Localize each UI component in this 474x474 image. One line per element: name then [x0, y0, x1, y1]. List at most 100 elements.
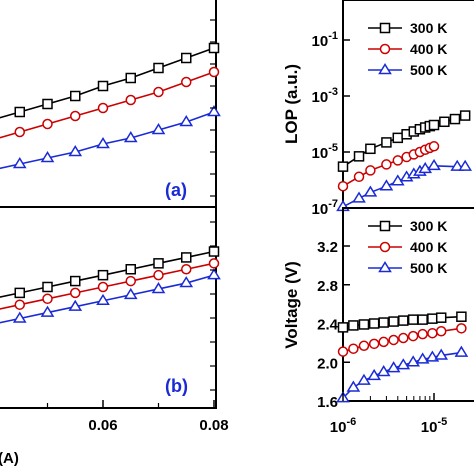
panel-b-series-400k-point — [208, 258, 220, 269]
panel-b-series-400k-point — [153, 269, 164, 281]
panel-a-series-500k-point — [96, 137, 110, 149]
lop-series-400k-point — [365, 165, 376, 176]
panel-b-series-400k-point — [14, 299, 25, 310]
panel-a-series-500k-point — [151, 123, 166, 135]
panel-a: (a) — [0, 0, 221, 208]
lop-legend-label: 500 K — [410, 62, 447, 78]
voltage-series-300k-point — [368, 318, 380, 329]
panel-a-series-500k-point — [68, 145, 83, 157]
voltage-series-400k-point — [368, 338, 380, 350]
left-x-axis-label-fragment: (A) — [0, 450, 19, 467]
panel-a-frame — [0, 0, 217, 208]
panel-b-series-300k-point — [181, 252, 192, 263]
voltage-series-500k-point — [346, 380, 361, 392]
panel-b-series-500k-point — [151, 282, 166, 294]
panel-b-series-500k-point — [68, 299, 83, 311]
panel-a-label: (a) — [165, 180, 187, 200]
panel-b-series-400k-point — [181, 264, 192, 275]
lop-series-300k-point — [381, 137, 392, 148]
lop-series-500k-point — [363, 185, 378, 197]
panel-a-series-400k-point — [42, 118, 53, 130]
voltage-series-400k-point — [378, 336, 389, 348]
panel-b: (b) 0.06 0.08 (A) — [0, 206, 229, 467]
panel-a-series-500k-line — [0, 111, 215, 170]
voltage-series-400k-point — [407, 330, 419, 342]
voltage-series-400k-point — [337, 346, 349, 357]
voltage-series-300k-point — [435, 312, 447, 323]
voltage-legend: 300 K 400 K 500 K — [368, 218, 447, 276]
voltage-series-300k-point — [388, 316, 399, 327]
voltage-y-tick-label: 2.4 — [317, 317, 339, 334]
voltage-x-axis: 10-6 10-5 — [330, 393, 447, 436]
lop-series-500k-point — [427, 158, 441, 171]
lop-legend-marker — [378, 63, 392, 75]
panel-a-series-400k-point — [125, 94, 136, 106]
panel-a-series-400k-point — [97, 102, 109, 114]
lop-series-300k-point — [365, 143, 376, 155]
panel-a-series-400k-point — [208, 66, 220, 78]
panel-a-series-500k-point — [40, 151, 55, 163]
panel-a-series-300k-point — [97, 80, 109, 92]
panel-b-series-500k-line — [0, 274, 215, 324]
lop-y-tick-label: 10-5 — [312, 142, 338, 162]
panel-a-series-500k-point — [207, 105, 221, 117]
panel-b-series-500k-point — [123, 287, 138, 300]
lop-series-500k-point — [352, 191, 366, 203]
lop-series-400k-point — [353, 171, 365, 183]
voltage-series-500k-point — [386, 361, 401, 373]
panel-a-series-400k-point — [153, 86, 164, 98]
voltage-series-300k-point — [358, 319, 370, 330]
lop-series-300k-point — [449, 113, 461, 125]
voltage-series-400k-point — [435, 326, 447, 337]
panel-b-series-400k-point — [97, 281, 109, 293]
voltage-series-500k-point — [434, 348, 449, 360]
lop-series-300k-point — [337, 161, 349, 172]
voltage-legend-marker — [378, 261, 392, 273]
lop-series-500k-point — [450, 159, 465, 171]
voltage-series-400k-point — [427, 327, 438, 339]
voltage-series-300k-point — [427, 313, 438, 324]
lop-series-300k-point — [459, 110, 471, 121]
panel-b-series-300k-point — [125, 264, 136, 275]
panel-a-series-400k-point — [14, 126, 25, 138]
voltage-series-300k-point — [456, 311, 467, 322]
lop-series-300k-point — [392, 132, 404, 144]
voltage-series-400k-point — [417, 328, 428, 340]
voltage-y-axis-label: Voltage (V) — [282, 261, 301, 349]
voltage-series-400k-point — [398, 332, 409, 344]
panel-b-series-500k-point — [179, 276, 194, 288]
voltage-series-300k-point — [417, 314, 428, 325]
panel-b-series-400k-point — [125, 275, 136, 287]
voltage-series-400k-point — [456, 323, 467, 334]
panel-b-label: (b) — [165, 376, 188, 396]
panel-b-series-400k-point — [70, 287, 81, 299]
lop-legend: 300 K 400 K 500 K — [368, 20, 447, 78]
panel-a-series-400k-point — [70, 110, 81, 122]
panel-b-series-300k-point — [14, 287, 25, 299]
lop-series-500k-point — [379, 179, 394, 191]
voltage-x-tick-label: 10-5 — [421, 416, 447, 436]
panel-a-series-300k-point — [42, 98, 53, 110]
panel-a-series-500k-point — [179, 115, 194, 127]
voltage-y-tick-label: 3.2 — [317, 239, 338, 256]
panel-a-series-300k-point — [125, 72, 136, 84]
panel-b-series-300k-point — [97, 269, 109, 281]
lop-series-400k-point — [337, 180, 349, 192]
panel-a-series-500k-point — [12, 157, 27, 169]
lop-legend-label: 300 K — [410, 20, 447, 36]
panel-b-frame — [0, 206, 217, 409]
voltage-legend-label: 300 K — [410, 218, 447, 234]
panel-lop: LOP (a.u.) 10-1 10-3 10-5 10-7 300 K 400 K 50… — [282, 0, 474, 218]
lop-legend-marker — [379, 43, 391, 55]
panel-b-series-300k-point — [153, 258, 164, 269]
voltage-series-300k-point — [348, 320, 359, 331]
lop-y-tick-label: 10-1 — [312, 30, 338, 50]
lop-y-tick-label: 10-7 — [312, 198, 338, 218]
panel-b-x-axis: 0.06 0.08 — [46, 400, 229, 434]
lop-legend-marker — [379, 22, 391, 34]
panel-a-series-300k-point — [208, 42, 220, 54]
voltage-y-tick-label: 2.8 — [317, 278, 338, 295]
voltage-series-500k-point — [396, 358, 411, 370]
voltage-frame — [342, 207, 474, 402]
